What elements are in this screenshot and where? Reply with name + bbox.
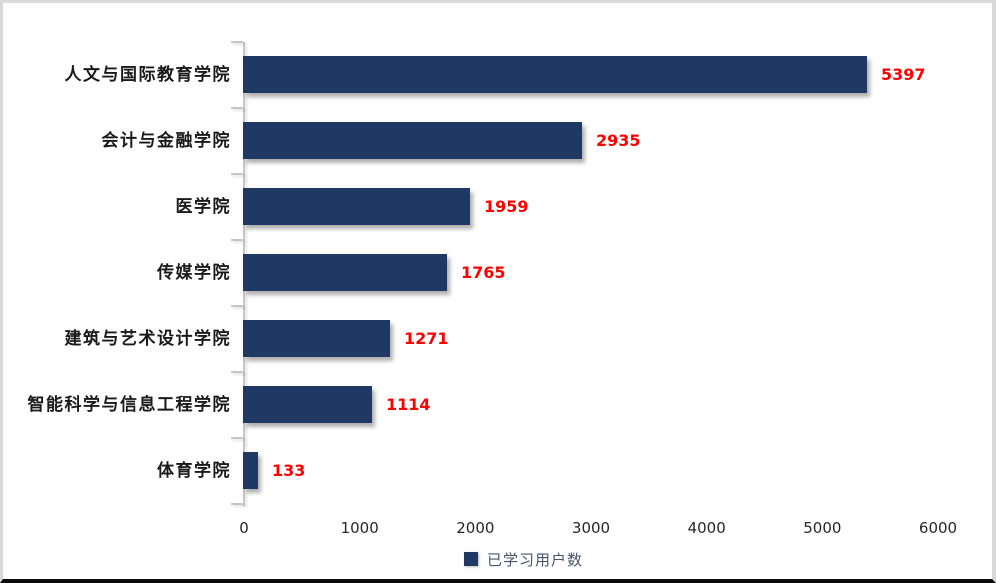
category-label: 建筑与艺术设计学院: [64, 329, 231, 349]
x-tick-label: 5000: [803, 519, 842, 537]
category-label: 人文与国际教育学院: [64, 65, 231, 85]
category-label: 医学院: [175, 197, 231, 217]
axis-tick: [231, 41, 243, 43]
axis-tick: [231, 503, 243, 505]
category-label: 智能科学与信息工程学院: [27, 395, 231, 415]
category-label: 会计与金融学院: [101, 131, 231, 151]
chart-legend: 已学习用户数: [3, 549, 992, 569]
x-tick-label: 4000: [687, 519, 726, 537]
axis-tick: [231, 107, 243, 109]
x-tick-label: 3000: [571, 519, 611, 537]
bar-6: [243, 386, 372, 423]
data-label: 1765: [461, 263, 506, 282]
axis-tick: [231, 305, 243, 307]
data-label: 1959: [484, 197, 529, 216]
axis-tick: [231, 437, 243, 439]
bar-7: [243, 452, 258, 489]
legend-swatch-icon: [463, 552, 478, 566]
bar-2: [243, 122, 582, 159]
category-label: 体育学院: [157, 461, 231, 481]
bar-1: [243, 56, 867, 93]
bar-4: [243, 254, 447, 291]
data-label: 133: [272, 461, 306, 480]
x-tick-label: 6000: [918, 519, 958, 537]
x-tick-label: 0: [239, 519, 249, 537]
axis-tick: [231, 239, 243, 241]
axis-tick: [231, 371, 243, 373]
data-label: 5397: [881, 65, 926, 84]
x-tick-label: 1000: [340, 519, 379, 537]
x-tick-label: 2000: [456, 519, 495, 537]
data-label: 2935: [596, 131, 641, 150]
axis-tick: [231, 173, 243, 175]
category-label: 传媒学院: [157, 263, 231, 283]
bar-5: [243, 320, 390, 357]
data-label: 1114: [386, 395, 431, 414]
legend-label: 已学习用户数: [486, 550, 583, 569]
bar-3: [243, 188, 470, 225]
data-label: 1271: [404, 329, 449, 348]
